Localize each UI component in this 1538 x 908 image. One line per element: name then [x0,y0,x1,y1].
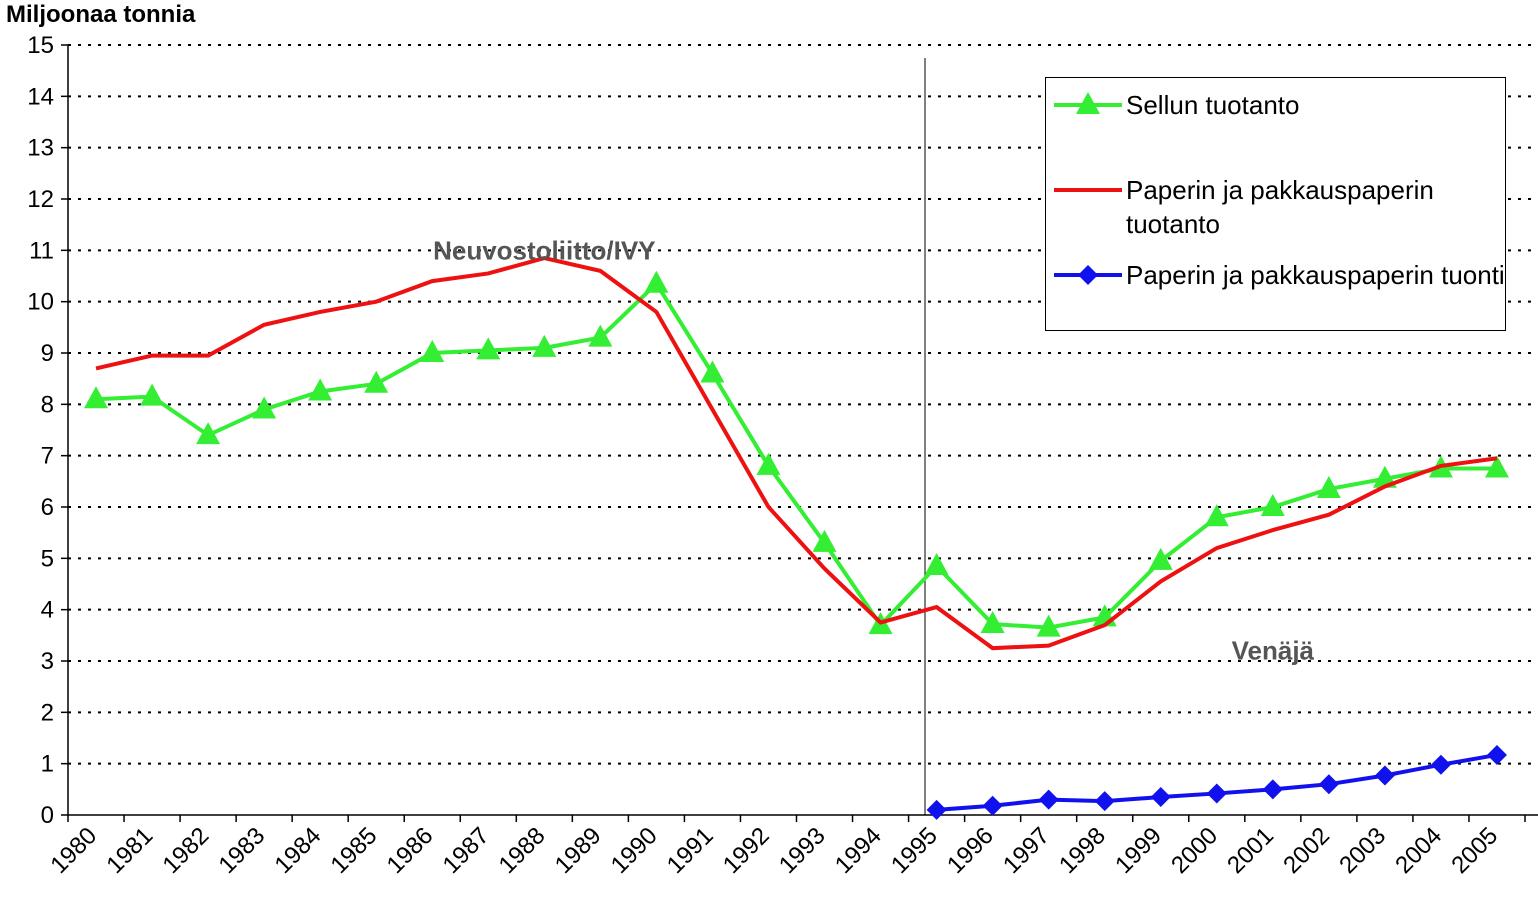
x-tick-label: 1991 [662,822,719,879]
series-line [95,280,1497,630]
marker [1150,787,1171,808]
x-tick-label: 1980 [45,822,102,879]
x-tick-label: 1988 [494,822,551,879]
x-tick-label: 1986 [382,822,439,879]
marker [1094,791,1115,812]
y-tick-label: 4 [41,597,54,624]
y-tick-label: 7 [41,443,54,470]
y-tick-label: 14 [27,83,54,110]
x-tick-label: 2002 [1278,822,1335,879]
y-tick-label: 8 [41,391,54,418]
marker [1076,92,1100,114]
marker [1206,783,1227,804]
marker [588,324,613,347]
y-tick-label: 11 [29,237,54,264]
marker [644,270,669,293]
marker [982,795,1003,816]
marker [1204,504,1229,527]
marker [476,337,501,360]
legend-swatch [1054,188,1122,192]
y-tick-label: 12 [27,186,54,213]
marker [1038,789,1059,810]
x-tick-label: 1990 [606,822,663,879]
marker [308,378,333,401]
y-tick-label: 3 [41,648,54,675]
y-tick-label: 2 [41,699,54,726]
marker [756,452,781,475]
x-tick-label: 1996 [942,822,999,879]
x-tick-label: 1995 [886,822,943,879]
x-tick-label: 2005 [1446,822,1503,879]
marker [364,370,389,393]
marker [926,799,947,820]
marker [252,396,277,419]
x-tick-label: 1981 [101,822,158,879]
marker [84,386,109,409]
marker [532,334,557,357]
legend-swatch [1054,265,1122,285]
legend-item: Paperin ja pakkauspaperin tuonti [1046,258,1506,292]
x-tick-label: 1994 [830,822,887,879]
marker [812,529,837,552]
y-tick-label: 9 [41,340,54,367]
x-tick-label: 1989 [550,822,607,879]
y-tick-label: 0 [41,802,54,829]
x-tick-label: 1984 [270,822,327,879]
legend-item: Sellun tuotanto [1046,88,1506,122]
marker [980,611,1005,634]
y-tick-label: 6 [41,494,54,521]
y-tick-label: 5 [41,545,54,572]
marker [1486,744,1507,765]
x-tick-label: 2000 [1166,822,1223,879]
x-tick-label: 1998 [1054,822,1111,879]
x-tick-label: 1982 [157,822,214,879]
x-tick-label: 1983 [214,822,271,879]
x-tick-label: 1992 [718,822,775,879]
marker [196,422,221,445]
marker [1260,494,1285,516]
marker [1262,779,1283,800]
marker [1148,547,1173,570]
legend-label: Sellun tuotanto [1126,90,1300,120]
legend-label: Paperin ja pakkauspaperin tuonti [1126,260,1505,290]
x-tick-label: 1999 [1110,822,1167,879]
y-axis-label: Miljoonaa tonnia [6,1,196,28]
y-tick-label: 10 [27,289,54,316]
annotation: Venäjä [1232,636,1315,666]
legend: Sellun tuotanto Paperin ja pakkauspaperin… [1045,77,1506,331]
marker [1036,614,1061,637]
legend-label: Paperin ja pakkauspaperin tuotanto [1126,175,1434,239]
x-tick-label: 1993 [774,822,831,879]
legend-swatch [1054,92,1122,114]
marker [140,383,165,406]
marker [700,360,725,383]
marker [1484,455,1509,478]
annotation: Neuvostoliitto/IVY [433,235,655,265]
marker [420,340,445,362]
y-tick-label: 1 [41,751,54,778]
marker [1316,476,1341,499]
x-tick-label: 2003 [1334,822,1391,879]
x-tick-label: 2001 [1222,822,1279,879]
x-tick-label: 1987 [438,822,495,879]
marker [1430,754,1451,775]
y-tick-label: 15 [27,32,54,59]
marker [1318,774,1339,795]
x-tick-label: 2004 [1390,822,1447,879]
marker [924,553,949,576]
marker [1078,265,1098,285]
legend-item: Paperin ja pakkauspaperin tuotanto [1046,173,1506,241]
x-tick-label: 1997 [998,822,1055,879]
marker [1374,765,1395,786]
series-line [95,255,1498,651]
y-tick-label: 13 [27,135,54,162]
x-tick-label: 1985 [326,822,383,879]
